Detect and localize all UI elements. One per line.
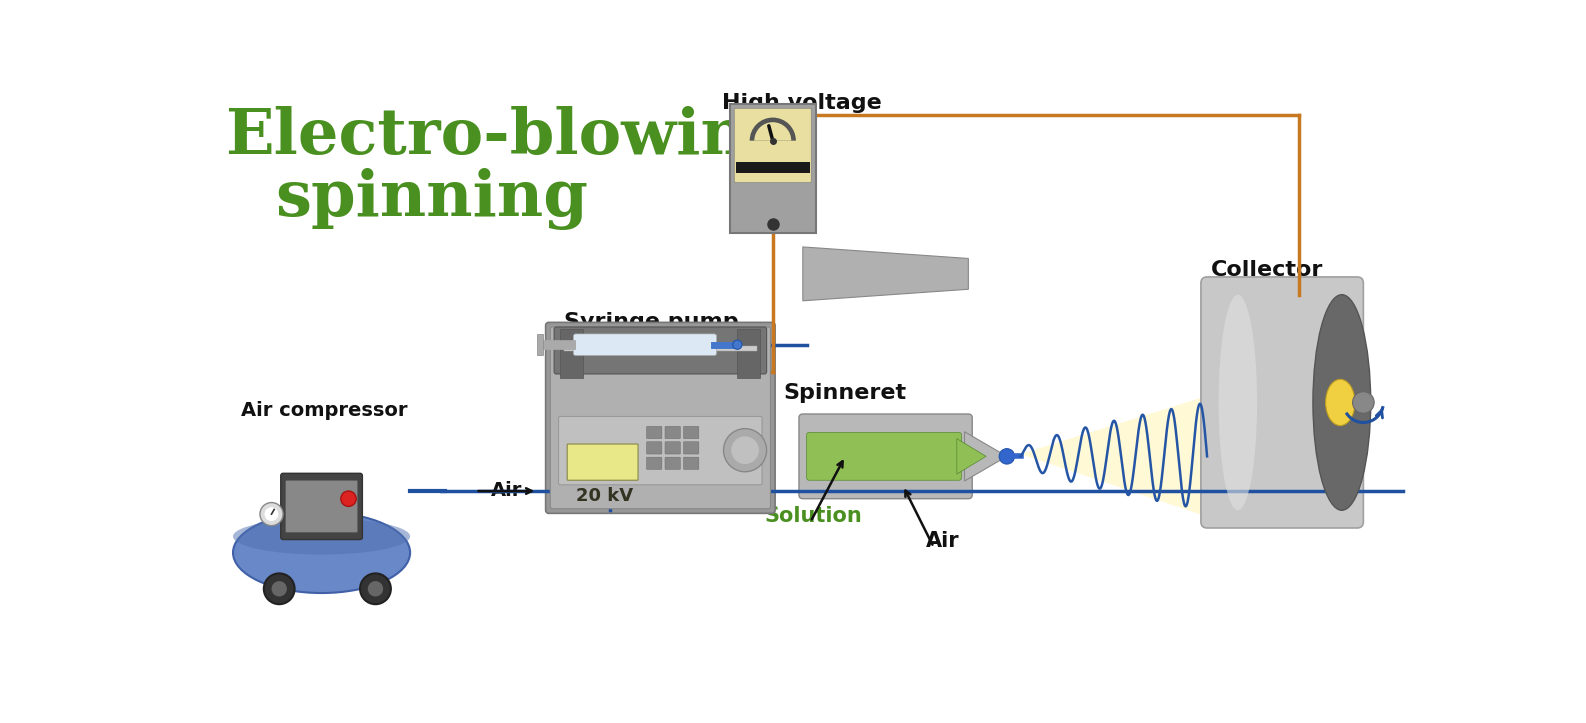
Text: Spinneret: Spinneret: [783, 383, 907, 403]
Bar: [565, 346, 757, 351]
FancyBboxPatch shape: [684, 442, 699, 454]
FancyBboxPatch shape: [550, 327, 771, 509]
Polygon shape: [803, 247, 969, 301]
Text: spinning: spinning: [276, 168, 588, 230]
Circle shape: [260, 502, 282, 526]
FancyBboxPatch shape: [684, 427, 699, 439]
Text: Electro-blowing: Electro-blowing: [225, 106, 791, 168]
FancyBboxPatch shape: [647, 457, 661, 469]
Wedge shape: [750, 118, 796, 141]
Circle shape: [360, 573, 390, 604]
Circle shape: [723, 429, 766, 472]
Circle shape: [271, 581, 287, 596]
FancyBboxPatch shape: [665, 457, 680, 469]
Circle shape: [368, 581, 384, 596]
Ellipse shape: [1313, 295, 1370, 510]
Text: Collector: Collector: [1212, 260, 1323, 280]
Circle shape: [265, 507, 279, 521]
Text: Solution: Solution: [764, 505, 863, 526]
Polygon shape: [964, 432, 1007, 481]
FancyBboxPatch shape: [665, 427, 680, 439]
FancyBboxPatch shape: [558, 416, 761, 485]
FancyBboxPatch shape: [734, 108, 812, 182]
FancyBboxPatch shape: [665, 442, 680, 454]
Ellipse shape: [1218, 295, 1258, 510]
Circle shape: [733, 340, 742, 349]
Text: Air compressor: Air compressor: [241, 401, 408, 420]
FancyBboxPatch shape: [647, 427, 661, 439]
FancyBboxPatch shape: [554, 327, 766, 374]
FancyBboxPatch shape: [647, 442, 661, 454]
FancyBboxPatch shape: [807, 432, 961, 480]
Bar: [560, 329, 584, 378]
FancyBboxPatch shape: [799, 414, 972, 499]
FancyBboxPatch shape: [730, 103, 815, 233]
Text: Air: Air: [926, 531, 960, 551]
FancyBboxPatch shape: [684, 457, 699, 469]
FancyBboxPatch shape: [546, 322, 776, 513]
Circle shape: [731, 437, 760, 464]
Text: Air: Air: [490, 482, 522, 500]
Text: Syringe pump: Syringe pump: [565, 312, 739, 332]
FancyBboxPatch shape: [281, 474, 362, 539]
Ellipse shape: [233, 518, 411, 555]
FancyBboxPatch shape: [285, 480, 358, 533]
Circle shape: [341, 491, 357, 506]
Ellipse shape: [1326, 380, 1354, 426]
Circle shape: [1353, 392, 1373, 414]
Bar: [737, 329, 760, 378]
Text: 20 kV: 20 kV: [576, 487, 633, 505]
Circle shape: [263, 573, 295, 604]
Text: High voltage: High voltage: [722, 93, 882, 113]
Bar: [736, 162, 810, 173]
Polygon shape: [1021, 395, 1212, 518]
FancyBboxPatch shape: [1201, 277, 1364, 528]
Bar: [538, 334, 544, 356]
Circle shape: [999, 449, 1015, 464]
Ellipse shape: [233, 512, 411, 593]
Wedge shape: [755, 122, 791, 141]
Polygon shape: [956, 439, 986, 474]
FancyBboxPatch shape: [568, 444, 638, 480]
FancyBboxPatch shape: [574, 334, 717, 356]
